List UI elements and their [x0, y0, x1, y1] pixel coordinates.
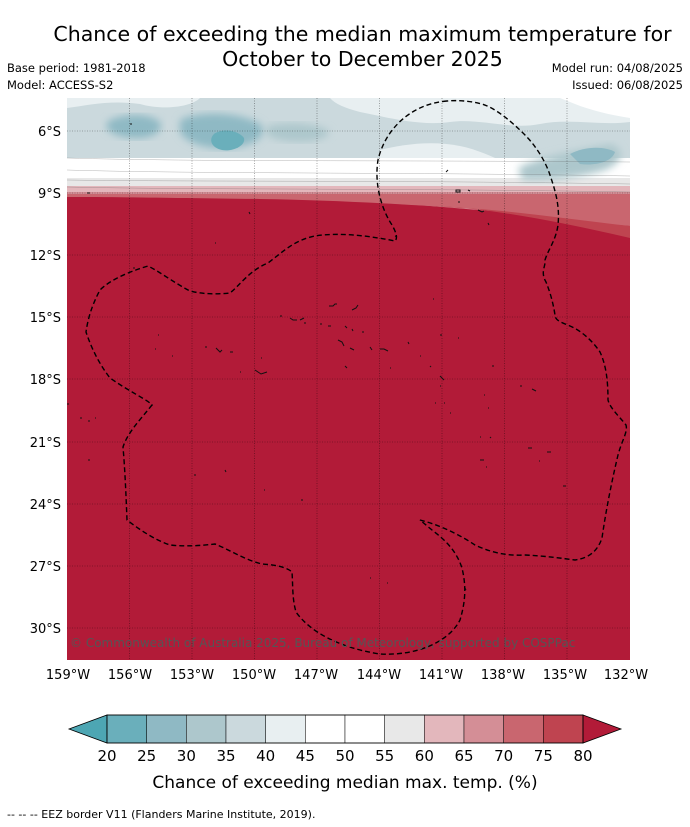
meta-right: Model run: 04/08/2025 Issued: 06/08/2025 [552, 60, 683, 94]
colorbar-segment [463, 714, 504, 744]
lon-label: 138°W [481, 668, 525, 683]
colorbar: 20 25 30 35 40 45 50 55 60 65 70 75 80 Chance of exc… [67, 714, 623, 793]
lat-label: 12°S [30, 249, 61, 264]
lat-label: 15°S [30, 311, 61, 326]
colorbar-tick-label: 70 [494, 747, 513, 765]
colorbar-tick-label: 80 [573, 747, 592, 765]
lon-label: 144°W [357, 668, 401, 683]
colorbar-tick-label: 55 [375, 747, 394, 765]
colorbar-tick-label: 30 [177, 747, 196, 765]
lat-label: 9°S [38, 187, 61, 202]
graticule [67, 98, 630, 660]
colorbar-tick-label: 50 [335, 747, 354, 765]
colorbar-label: Chance of exceeding median max. temp. (%… [152, 773, 537, 793]
colorbar-segment [106, 714, 147, 744]
map-area: © Commonwealth of Australia 2025, Bureau… [67, 98, 630, 660]
colorbar-tick-label: 75 [534, 747, 553, 765]
islands [67, 123, 566, 591]
colorbar-tick-label: 45 [296, 747, 315, 765]
colorbar-segment [186, 714, 227, 744]
lat-label: 24°S [30, 498, 61, 513]
colorbar-segment [384, 714, 425, 744]
model-name: Model: ACCESS-S2 [7, 78, 114, 92]
colorbar-segment [305, 714, 346, 744]
lon-label: 132°W [604, 668, 648, 683]
colorbar-segment [344, 714, 385, 744]
lat-label: 30°S [30, 622, 61, 637]
eez-borders [85, 99, 628, 655]
lon-label: 150°W [232, 668, 276, 683]
colorbar-low-extension [67, 714, 108, 744]
lat-label: 6°S [38, 125, 61, 140]
northern-anomaly-region [67, 98, 630, 238]
model-run: Model run: 04/08/2025 [551, 61, 683, 75]
meta-left: Base period: 1981-2018 Model: ACCESS-S2 [7, 60, 146, 94]
colorbar-tick-label: 40 [256, 747, 275, 765]
lat-label: 18°S [30, 373, 61, 388]
colorbar-frame [106, 714, 584, 744]
base-period: Base period: 1981-2018 [7, 61, 146, 75]
lon-label: 153°W [170, 668, 214, 683]
copyright-notice: © Commonwealth of Australia 2025, Bureau… [70, 636, 575, 650]
colorbar-high-extension [582, 714, 623, 744]
lon-label: 141°W [419, 668, 463, 683]
colorbar-tick-label: 20 [97, 747, 116, 765]
lat-label: 27°S [30, 560, 61, 575]
colorbar-segment [265, 714, 306, 744]
colorbar-tick-label: 60 [415, 747, 434, 765]
longitude-labels: 159°W 156°W 153°W 150°W 147°W 144°W 141°… [46, 668, 648, 683]
lon-label: 147°W [294, 668, 338, 683]
colorbar-tick-label: 35 [216, 747, 235, 765]
colorbar-tick-label: 65 [454, 747, 473, 765]
colorbar-tick-label: 25 [137, 747, 156, 765]
latitude-labels: 6°S 9°S 12°S 15°S 18°S 21°S 24°S 27°S 30… [30, 125, 61, 637]
colorbar-segment [543, 714, 584, 744]
title-line-2: October to December 2025 [222, 47, 503, 71]
colorbar-ticks: 20 25 30 35 40 45 50 55 60 65 70 75 80 [97, 747, 592, 765]
lon-label: 156°W [108, 668, 152, 683]
title-line-1: Chance of exceeding the median maximum t… [53, 22, 672, 46]
colorbar-segments [106, 714, 584, 744]
colorbar-segment [424, 714, 465, 744]
issued-date: Issued: 06/08/2025 [572, 78, 683, 92]
eez-legend: -- -- -- EEZ border V11 (Flanders Marine… [7, 808, 316, 821]
colorbar-segment [503, 714, 544, 744]
map-title: Chance of exceeding the median maximum t… [0, 22, 690, 72]
colorbar-segment [225, 714, 266, 744]
lat-label: 21°S [30, 436, 61, 451]
colorbar-segment [146, 714, 187, 744]
lon-label: 159°W [46, 668, 90, 683]
lon-label: 135°W [543, 668, 587, 683]
